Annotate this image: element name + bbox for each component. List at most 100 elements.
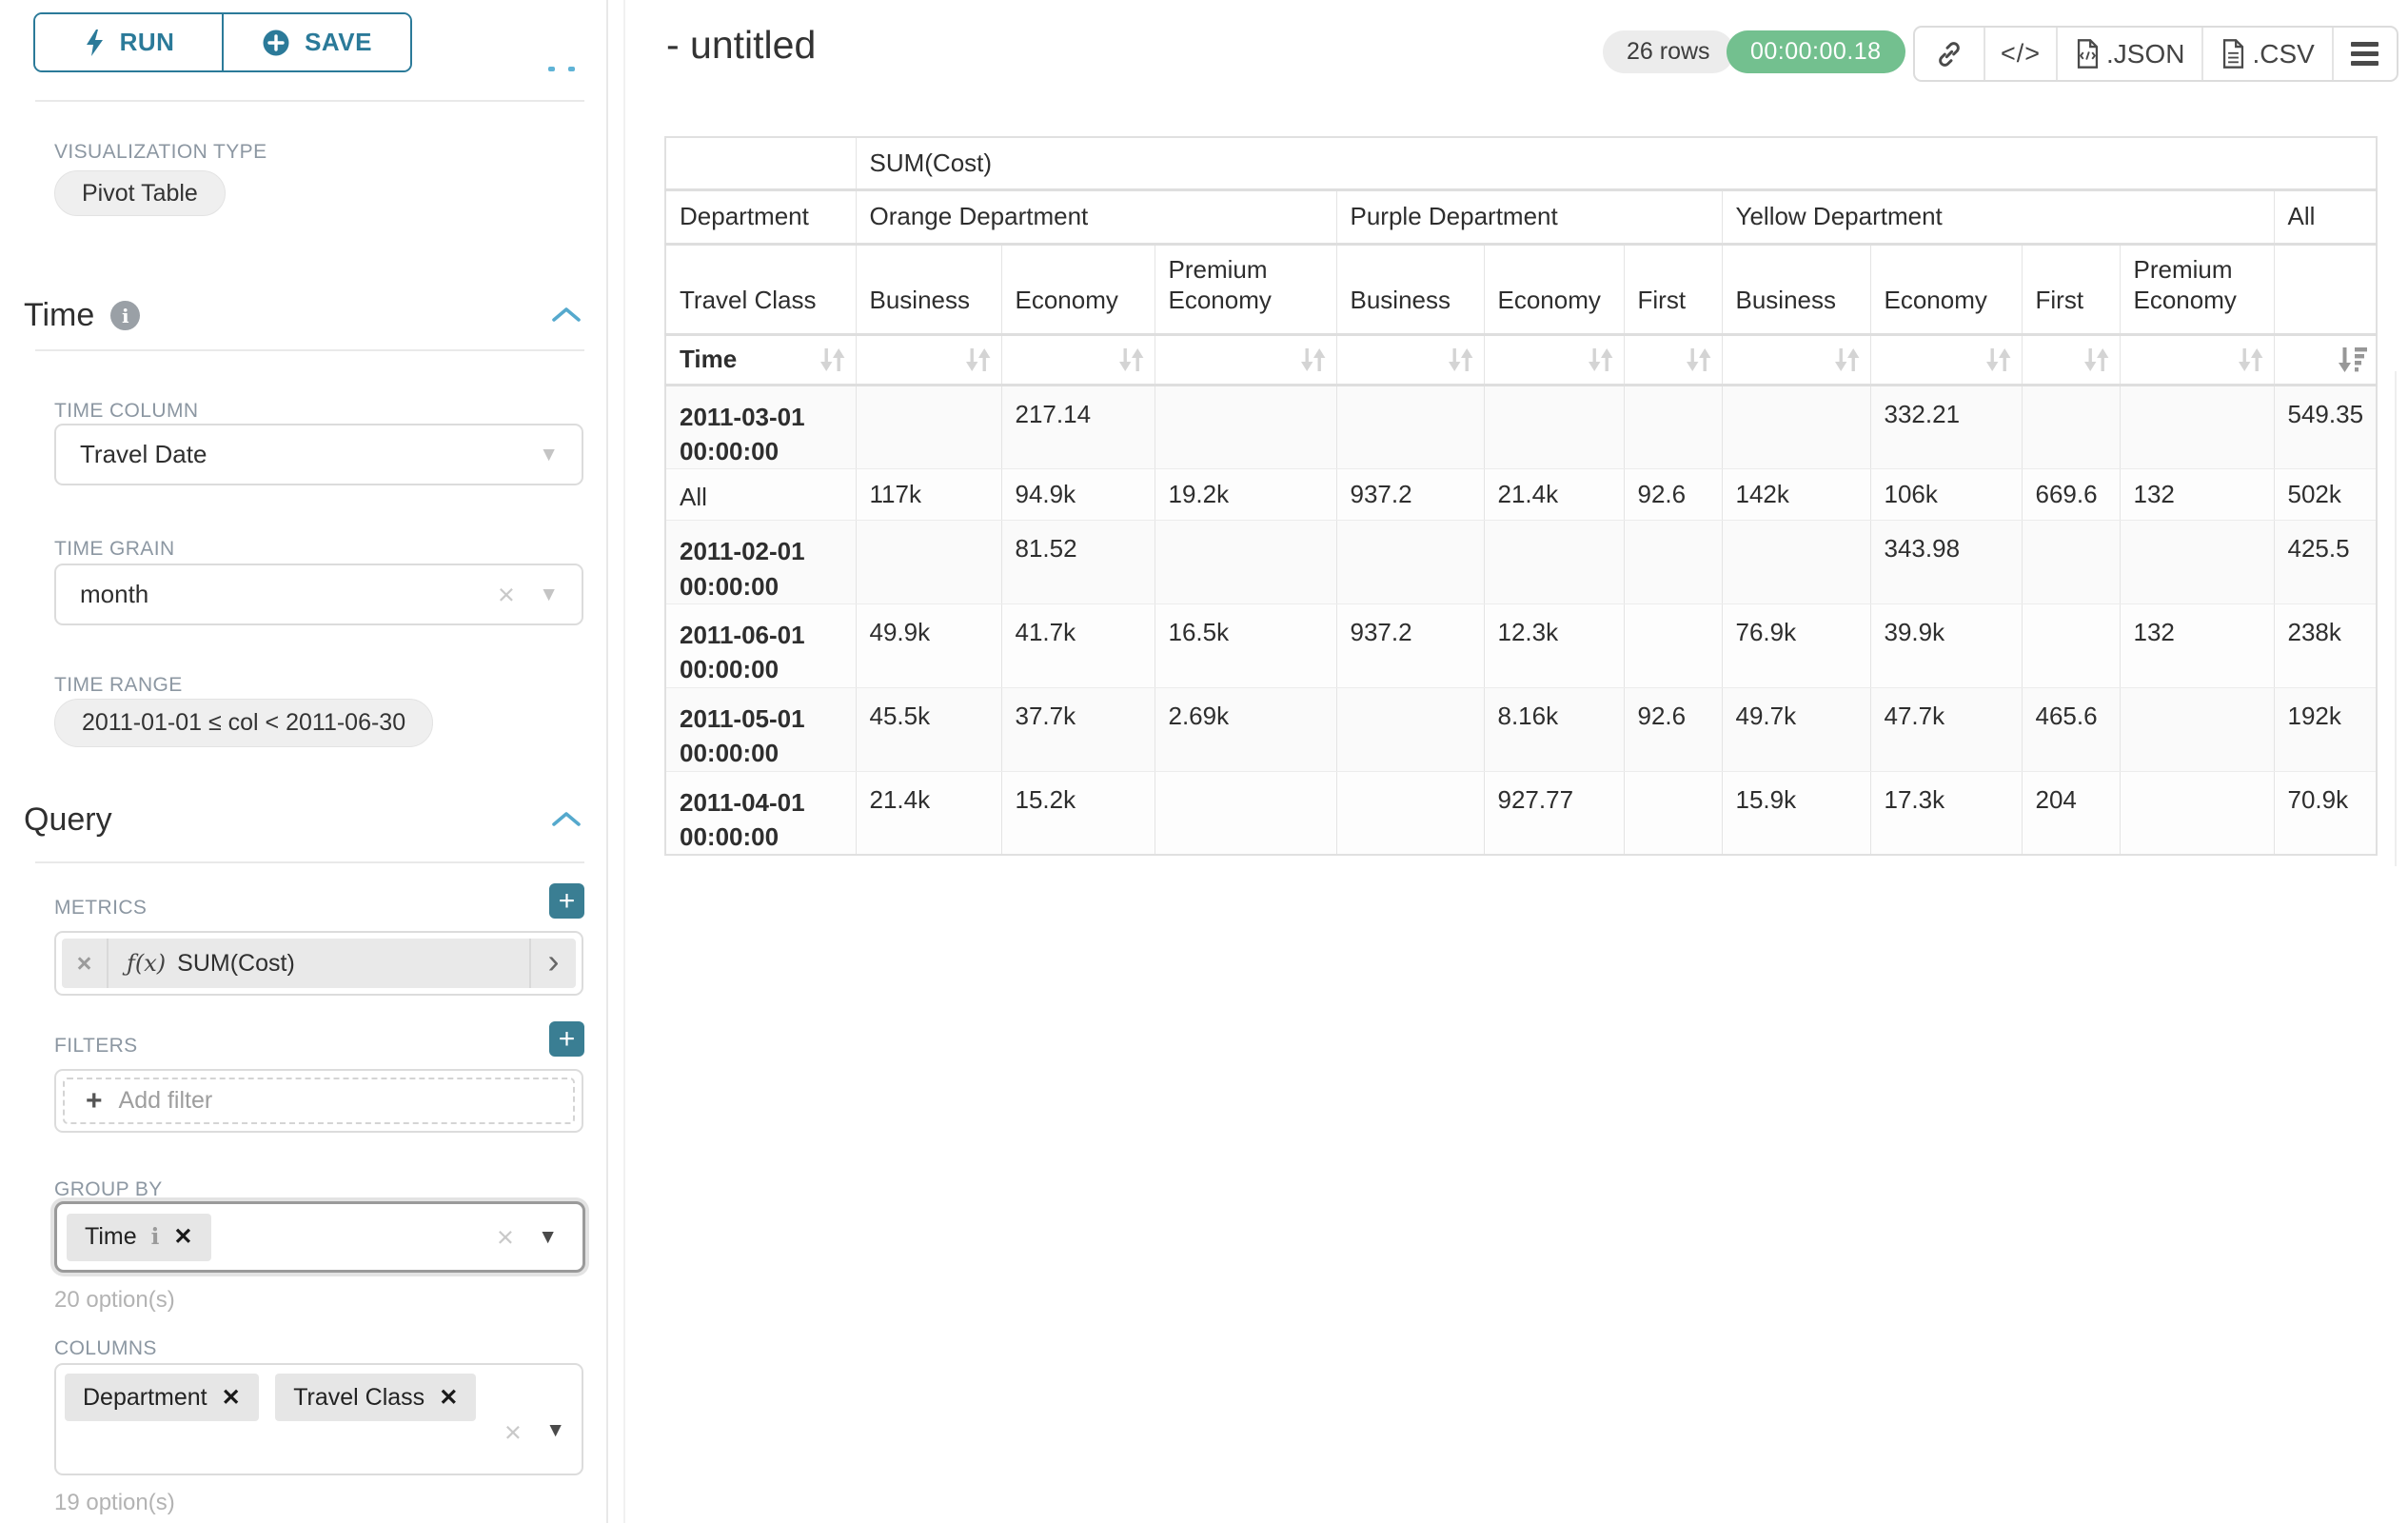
group-by-chip: Time i ✕ <box>67 1214 211 1261</box>
pivot-travel-class-label: Travel Class <box>665 244 856 334</box>
columns-chip-label: Department <box>83 1384 207 1412</box>
group-by-chip-label: Time <box>85 1223 137 1251</box>
csv-file-icon <box>2220 38 2246 69</box>
explore-view: Chart Type RUN SAVE VISUALIZATION TYPE P… <box>0 0 2408 1523</box>
pivot-table: SUM(Cost)DepartmentOrange DepartmentPurp… <box>664 136 2378 856</box>
add-metric-button[interactable]: + <box>549 883 584 919</box>
sort-icon[interactable] <box>1983 345 2014 375</box>
pivot-sort-header <box>2120 334 2274 385</box>
run-button[interactable]: RUN <box>35 14 224 70</box>
export-json-button[interactable]: .JSON <box>2058 28 2203 80</box>
pivot-value-cell <box>2022 604 2120 688</box>
pivot-class-header: Economy <box>1001 244 1155 334</box>
columns-label: COLUMNS <box>54 1337 157 1360</box>
group-by-select[interactable]: Time i ✕ × ▼ <box>54 1201 585 1273</box>
time-range-label: TIME RANGE <box>54 674 183 697</box>
pivot-value-cell: 16.5k <box>1155 604 1336 688</box>
sort-icon[interactable] <box>1445 345 1476 375</box>
pivot-value-cell <box>1624 521 1722 604</box>
sort-icon[interactable] <box>1683 345 1714 375</box>
pivot-class-header: Business <box>1722 244 1870 334</box>
remove-chip-icon[interactable]: ✕ <box>173 1223 192 1251</box>
pivot-department-group: Purple Department <box>1336 189 1722 244</box>
collapse-chevron-icon[interactable] <box>550 809 582 834</box>
pivot-value-cell: 332.21 <box>1870 385 2022 469</box>
pivot-value-cell <box>1624 385 1722 469</box>
pivot-class-header <box>2274 244 2377 334</box>
pivot-value-cell: 8.16k <box>1484 687 1624 771</box>
sort-desc-icon[interactable] <box>2336 345 2368 375</box>
menu-button[interactable] <box>2334 28 2397 80</box>
export-csv-button[interactable]: .CSV <box>2203 28 2333 80</box>
pivot-class-header: Premium Economy <box>2120 244 2274 334</box>
time-column-value: Travel Date <box>80 440 207 469</box>
sort-icon[interactable] <box>1831 345 1863 375</box>
sort-icon[interactable] <box>2235 345 2266 375</box>
scroll-artifact-dot <box>568 67 575 71</box>
clear-icon[interactable]: × <box>497 1222 514 1252</box>
add-filter-button[interactable]: + Add filter <box>63 1078 575 1124</box>
metrics-field: × ƒ(x) SUM(Cost) › <box>54 931 583 996</box>
pivot-value-cell: 2.69k <box>1155 687 1336 771</box>
pivot-value-cell: 343.98 <box>1870 521 2022 604</box>
sort-icon[interactable] <box>962 345 994 375</box>
pivot-row-dimension: Time <box>665 334 856 385</box>
columns-select[interactable]: Department ✕ Travel Class ✕ × ▼ <box>54 1363 583 1475</box>
pivot-value-cell: 81.52 <box>1001 521 1155 604</box>
pivot-value-cell: 41.7k <box>1001 604 1155 688</box>
sort-icon[interactable] <box>817 345 848 375</box>
metric-chip[interactable]: × ƒ(x) SUM(Cost) › <box>62 939 576 988</box>
pivot-value-cell: 238k <box>2274 604 2377 688</box>
view-query-button[interactable]: </> <box>1985 28 2058 80</box>
save-button[interactable]: SAVE <box>224 14 410 70</box>
pivot-row-label: All <box>665 469 856 521</box>
pivot-value-cell <box>1722 521 1870 604</box>
time-column-select[interactable]: Travel Date ▼ <box>54 424 583 485</box>
pivot-sort-header <box>1336 334 1484 385</box>
sort-icon[interactable] <box>1297 345 1329 375</box>
caret-down-icon: ▼ <box>538 1227 558 1247</box>
query-timer-badge: 00:00:00.18 <box>1727 30 1905 73</box>
expand-metric-icon[interactable]: › <box>529 939 576 988</box>
remove-chip-icon[interactable]: ✕ <box>439 1384 458 1412</box>
add-filter-plus-button[interactable]: + <box>549 1021 584 1057</box>
pivot-value-cell: 502k <box>2274 469 2377 521</box>
remove-metric-icon[interactable]: × <box>62 939 109 988</box>
table-row: 2011-04-01 00:00:0021.4k15.2k927.7715.9k… <box>665 771 2377 855</box>
sort-icon[interactable] <box>1585 345 1616 375</box>
time-range-pill[interactable]: 2011-01-01 ≤ col < 2011-06-30 <box>54 699 433 747</box>
sort-icon[interactable] <box>1115 345 1147 375</box>
pivot-class-header: Economy <box>1484 244 1624 334</box>
clear-icon[interactable]: × <box>498 580 515 609</box>
export-csv-label: .CSV <box>2252 39 2314 69</box>
section-divider <box>35 349 584 351</box>
pivot-sort-header <box>2022 334 2120 385</box>
share-link-button[interactable] <box>1915 28 1985 80</box>
metric-name: SUM(Cost) <box>177 950 295 978</box>
run-button-label: RUN <box>120 28 175 57</box>
pivot-value-cell: 47.7k <box>1870 687 2022 771</box>
time-grain-select[interactable]: month × ▼ <box>54 564 583 625</box>
pivot-value-cell: 927.77 <box>1484 771 1624 855</box>
pivot-value-cell: 70.9k <box>2274 771 2377 855</box>
sort-icon[interactable] <box>2081 345 2112 375</box>
clear-icon[interactable]: × <box>504 1417 522 1447</box>
add-filter-label: Add filter <box>119 1087 213 1115</box>
pivot-sort-header <box>1624 334 1722 385</box>
pivot-value-cell <box>1484 385 1624 469</box>
collapse-chevron-icon[interactable] <box>550 305 582 329</box>
panel-splitter[interactable] <box>608 0 625 1523</box>
pivot-value-cell: 92.6 <box>1624 469 1722 521</box>
code-icon: </> <box>2001 39 2041 69</box>
pivot-value-cell: 19.2k <box>1155 469 1336 521</box>
viz-type-pill[interactable]: Pivot Table <box>54 170 226 216</box>
export-json-label: .JSON <box>2106 39 2184 69</box>
filters-field: + Add filter <box>54 1069 583 1133</box>
chart-title[interactable]: - untitled <box>666 23 816 68</box>
table-row: 2011-03-01 00:00:00217.14332.21549.35 <box>665 385 2377 469</box>
table-row: 2011-06-01 00:00:0049.9k41.7k16.5k937.21… <box>665 604 2377 688</box>
menu-icon <box>2351 42 2378 47</box>
columns-chip: Department ✕ <box>65 1374 259 1421</box>
remove-chip-icon[interactable]: ✕ <box>222 1384 241 1412</box>
table-row: All117k94.9k19.2k937.221.4k92.6142k106k6… <box>665 469 2377 521</box>
